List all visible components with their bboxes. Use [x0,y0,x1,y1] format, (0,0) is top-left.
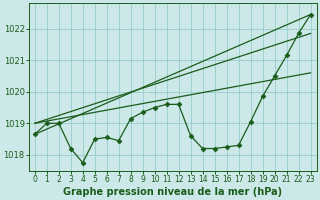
X-axis label: Graphe pression niveau de la mer (hPa): Graphe pression niveau de la mer (hPa) [63,187,282,197]
